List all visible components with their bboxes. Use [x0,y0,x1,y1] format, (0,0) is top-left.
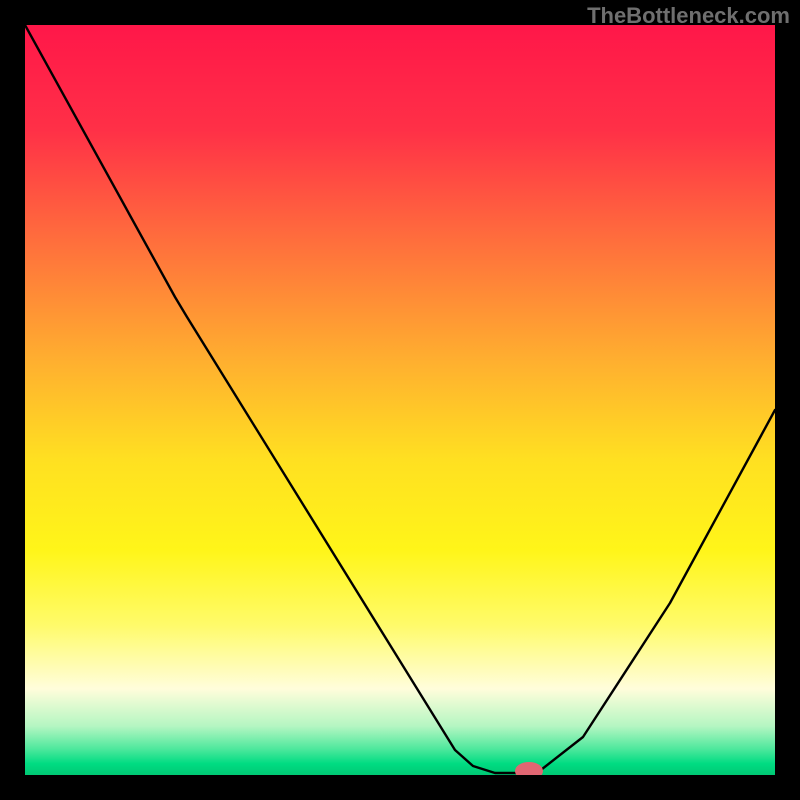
chart-svg [25,25,775,775]
chart-frame: TheBottleneck.com [0,0,800,800]
watermark-text: TheBottleneck.com [587,3,790,29]
plot-area [25,25,775,775]
